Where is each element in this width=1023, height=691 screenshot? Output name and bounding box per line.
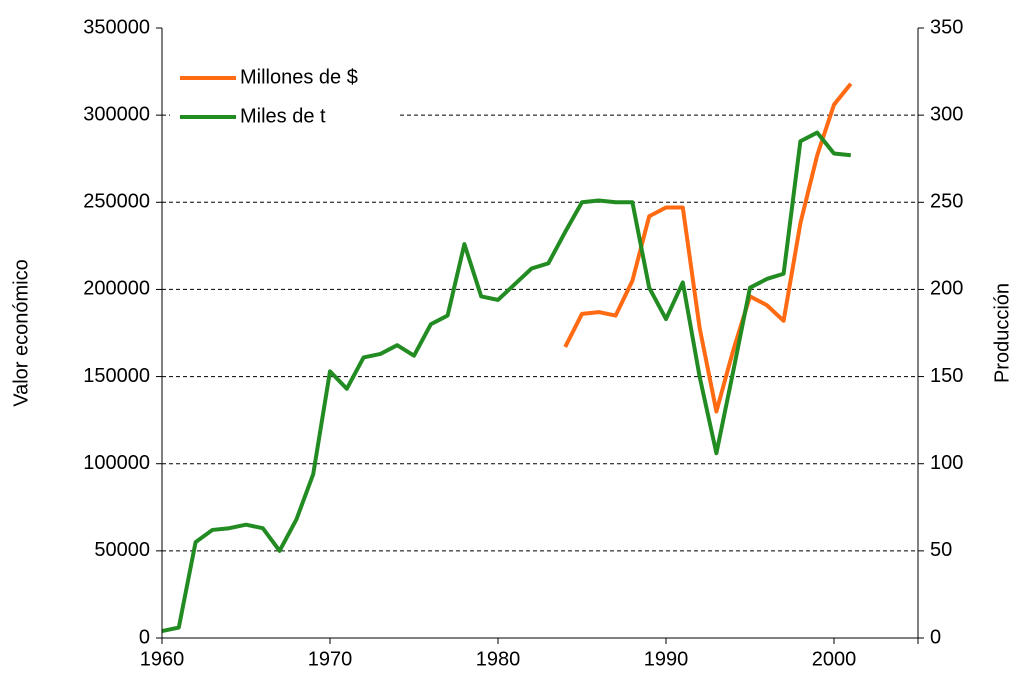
legend-label: Miles de t (240, 105, 326, 127)
y-tick-label: 50000 (94, 539, 150, 561)
y-tick-label: 100000 (83, 452, 150, 474)
y2-tick-label: 50 (930, 539, 952, 561)
y2-tick-label: 200 (930, 278, 963, 300)
legend-label: Millones de $ (240, 66, 358, 88)
y2-tick-label: 100 (930, 452, 963, 474)
y-tick-label: 250000 (83, 191, 150, 213)
y2-tick-label: 250 (930, 191, 963, 213)
x-tick-label: 2000 (812, 648, 857, 670)
y-tick-label: 350000 (83, 16, 150, 38)
y2-tick-label: 300 (930, 103, 963, 125)
data-line (563, 82, 853, 414)
y2-tick-label: 350 (930, 16, 963, 38)
x-tick-label: 1990 (644, 648, 689, 670)
y2-tick-label: 150 (930, 365, 963, 387)
x-tick-label: 1980 (476, 648, 521, 670)
x-tick-label: 1960 (140, 648, 185, 670)
lines-layer (161, 82, 853, 633)
y2-tick-label: 0 (930, 626, 941, 648)
grid-layer (162, 114, 918, 552)
y-tick-label: 300000 (83, 103, 150, 125)
y2-axis-label: Producción (991, 283, 1013, 383)
y-axis-label: Valor económico (10, 259, 32, 406)
legend: Millones de $ Miles de t (170, 56, 400, 160)
axes-layer: 0500001000001500002000002500003000003500… (83, 16, 963, 670)
data-line (161, 130, 852, 633)
x-tick-label: 1970 (308, 648, 353, 670)
y-tick-label: 150000 (83, 365, 150, 387)
y-tick-label: 200000 (83, 278, 150, 300)
legend-box (170, 56, 400, 160)
y-tick-label: 0 (139, 626, 150, 648)
